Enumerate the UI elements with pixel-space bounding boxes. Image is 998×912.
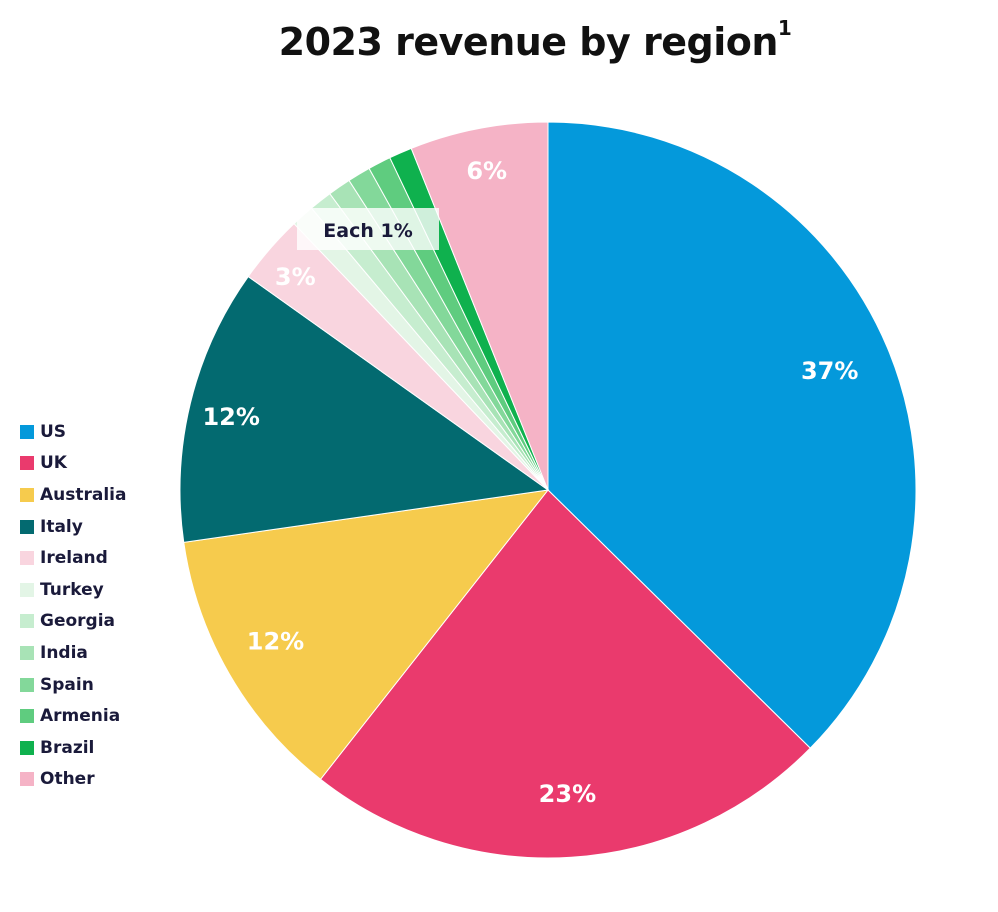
legend-item: Spain [20,669,127,701]
group-callout-text: Each 1% [323,220,412,242]
legend-item: UK [20,448,127,480]
legend-swatch [20,614,34,629]
slice-labels: 37% 23% 12% 12% 3% 6% [202,157,858,808]
legend-label: US [40,421,67,442]
legend-swatch [20,677,34,692]
slice-label-ireland: 3% [275,263,316,291]
legend-label: India [40,642,88,663]
legend-swatch [20,645,34,660]
pie-slices [179,121,917,859]
slice-label-italy: 12% [202,403,259,431]
pie-slice-australia [183,489,550,780]
legend-label: Ireland [40,548,108,569]
pie-slice-italy [179,275,550,543]
legend-item: Italy [20,511,127,543]
pie-slice-us [547,121,917,749]
title-footnote: 1 [777,16,792,40]
legend-swatch [20,551,34,566]
legend-item: India [20,637,127,669]
slice-label-us: 37% [801,357,858,385]
legend-swatch [20,424,34,439]
legend-label: Other [40,769,95,790]
legend-swatch [20,582,34,597]
legend-label: Armenia [40,706,121,727]
legend-swatch [20,519,34,534]
legend-swatch [20,456,34,471]
legend-item: Australia [20,479,127,511]
legend-item: Turkey [20,574,127,606]
legend-label: Brazil [40,737,95,758]
legend-item: Brazil [20,732,127,764]
legend-item: Georgia [20,606,127,638]
legend-swatch [20,772,34,787]
legend-label: Spain [40,674,94,695]
legend-swatch [20,709,34,724]
legend-label: Georgia [40,611,116,632]
slice-label-uk: 23% [539,780,596,808]
group-callout: Each 1% [297,208,439,250]
legend: US UK Australia Italy Ireland Turkey Georgia In… [20,416,127,795]
pie-slice-other [410,121,549,491]
legend-label: Turkey [40,579,104,600]
legend-swatch [20,487,34,502]
group-callout-box [297,208,439,250]
pie-slice-uk [319,489,811,859]
legend-swatch [20,740,34,755]
legend-label: Australia [40,484,127,505]
slice-label-other: 6% [466,157,507,185]
legend-item: US [20,416,127,448]
legend-item: Ireland [20,542,127,574]
legend-label: UK [40,453,67,474]
chart-title: 2023 revenue by region1 [278,16,792,64]
legend-label: Italy [40,516,83,537]
legend-item: Armenia [20,700,127,732]
legend-item: Other [20,764,127,796]
slice-label-australia: 12% [247,628,304,656]
